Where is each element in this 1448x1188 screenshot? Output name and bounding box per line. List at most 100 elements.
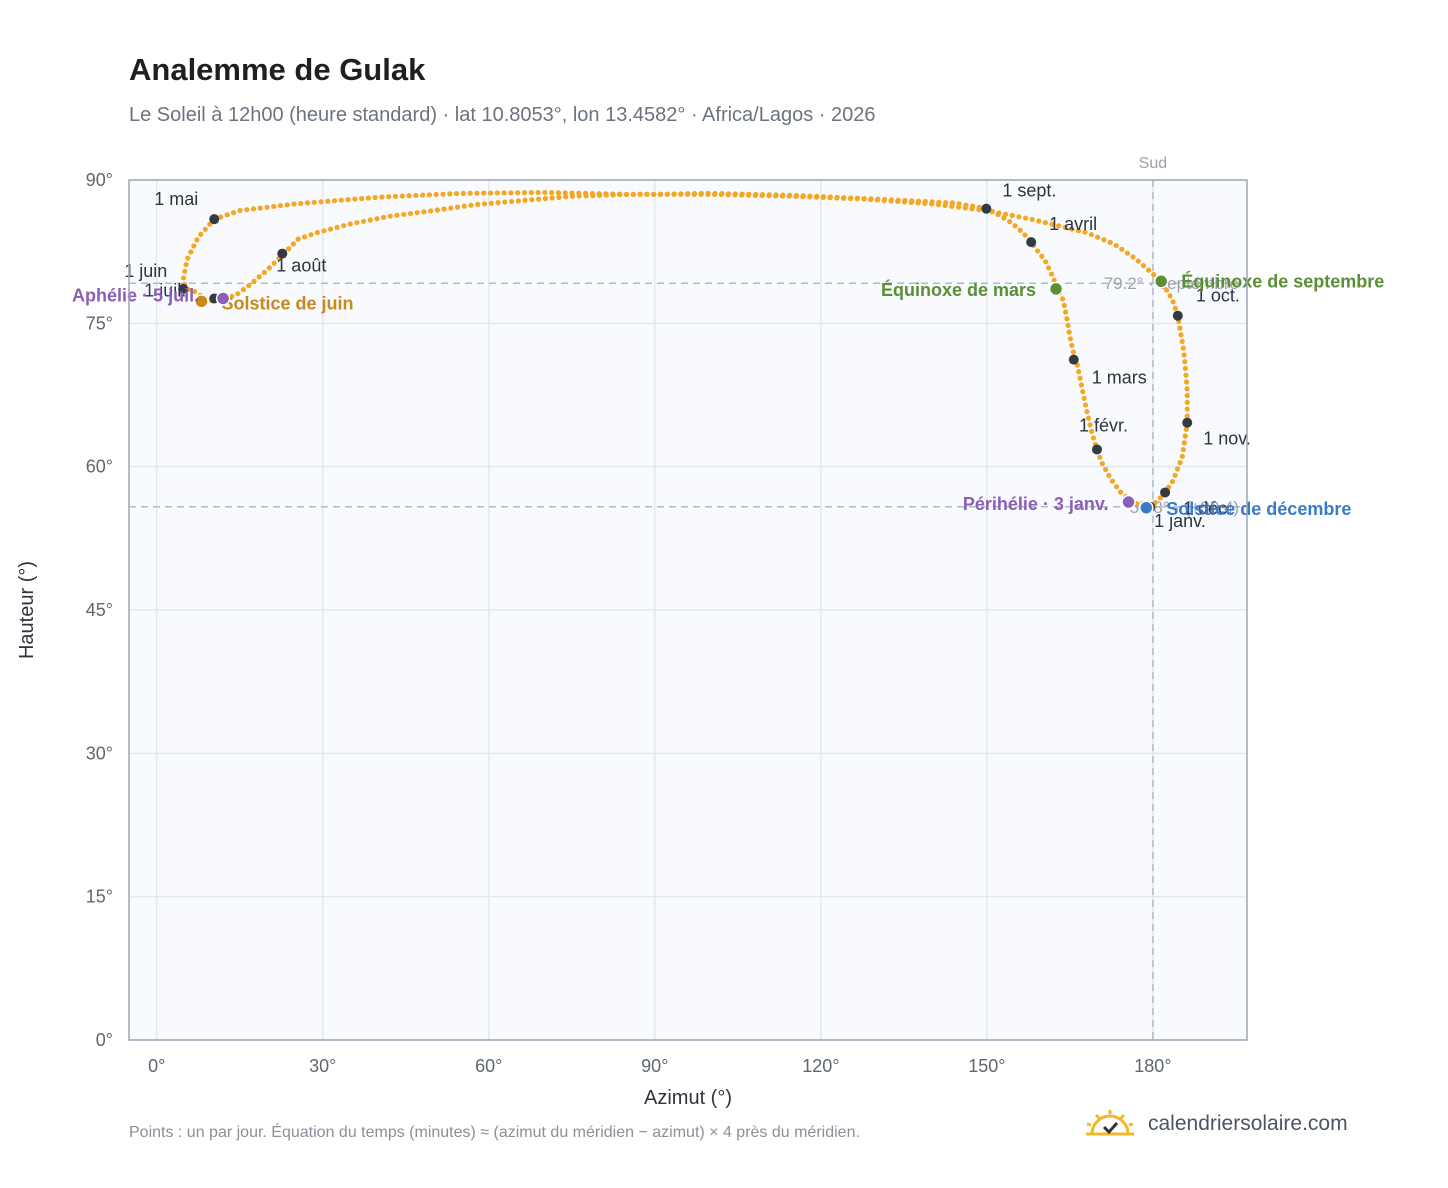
day-point: [521, 190, 528, 196]
day-point: [318, 199, 324, 205]
day-point: [528, 189, 534, 196]
day-point: [536, 196, 542, 202]
x-tick-label: 90°: [641, 1056, 668, 1076]
day-point: [257, 205, 263, 211]
day-point: [460, 190, 466, 196]
day-point: [321, 228, 327, 234]
day-point: [644, 191, 650, 197]
day-point: [365, 195, 372, 201]
day-point: [295, 236, 301, 242]
x-tick-label: 150°: [968, 1056, 1005, 1076]
day-point: [786, 193, 792, 199]
day-point: [360, 218, 367, 224]
month-label: 1 avril: [1049, 214, 1097, 234]
day-point: [908, 199, 914, 206]
day-point: [475, 201, 481, 208]
day-point: [1077, 375, 1083, 381]
month-label: 1 févr.: [1079, 415, 1128, 435]
event-label: Solstice de juin: [222, 293, 354, 313]
day-point: [1180, 345, 1186, 351]
day-point: [1130, 254, 1136, 260]
day-point: [718, 191, 724, 198]
day-point: [1036, 218, 1042, 224]
day-point: [453, 190, 460, 197]
day-point: [1090, 435, 1097, 441]
day-point: [766, 193, 772, 199]
day-point: [1101, 237, 1107, 243]
event-marker: [1121, 494, 1136, 510]
day-point: [334, 224, 340, 230]
day-point: [1106, 472, 1112, 479]
day-point: [1180, 446, 1186, 453]
day-point: [467, 190, 473, 196]
day-point: [1081, 395, 1087, 401]
day-point: [488, 200, 494, 206]
day-point: [202, 226, 208, 232]
day-point: [1169, 478, 1176, 485]
event-label: Équinoxe de septembre: [1181, 270, 1384, 291]
day-point: [529, 197, 535, 203]
day-point: [406, 193, 412, 199]
day-point: [637, 191, 643, 197]
day-point: [1140, 263, 1147, 269]
day-point: [1061, 302, 1067, 309]
day-point: [508, 190, 514, 196]
day-point: [338, 197, 344, 203]
day-point: [1179, 453, 1185, 459]
day-point: [725, 192, 731, 198]
month-marker: [277, 248, 288, 259]
day-point: [271, 260, 277, 266]
day-point: [956, 204, 962, 210]
month-label: 1 sept.: [1002, 181, 1056, 201]
day-point: [562, 190, 568, 196]
day-point: [1157, 495, 1163, 501]
day-point: [827, 195, 833, 201]
day-point: [502, 199, 508, 205]
grid: [129, 179, 1247, 1041]
day-point: [331, 198, 338, 204]
day-point: [428, 208, 434, 214]
day-point: [542, 189, 548, 196]
y-tick-label: 45°: [86, 600, 113, 620]
day-point: [1184, 406, 1190, 412]
month-label: 1 nov.: [1203, 429, 1251, 449]
day-point: [495, 200, 501, 206]
day-point: [807, 194, 813, 200]
y-tick-label: 90°: [86, 170, 113, 190]
day-point: [535, 189, 541, 196]
day-point: [311, 199, 317, 205]
month-marker: [1026, 237, 1037, 248]
day-point: [1069, 226, 1075, 232]
day-point: [1182, 365, 1188, 372]
day-point: [1117, 489, 1124, 495]
day-point: [1109, 478, 1116, 484]
y-tick-label: 75°: [86, 313, 113, 333]
day-point: [224, 212, 230, 218]
day-point: [630, 191, 636, 197]
day-point: [421, 209, 427, 215]
day-point: [218, 214, 224, 220]
day-point: [1016, 214, 1022, 220]
day-point: [401, 211, 407, 218]
day-point: [481, 201, 488, 207]
day-point: [1097, 454, 1103, 460]
day-point: [1181, 440, 1187, 446]
day-point: [301, 234, 308, 240]
day-point: [664, 191, 670, 197]
day-point: [325, 198, 331, 204]
day-point: [1045, 265, 1052, 271]
day-point: [515, 190, 521, 196]
day-point: [386, 194, 392, 200]
day-point: [1107, 239, 1113, 245]
day-point: [192, 288, 198, 295]
month-marker: [1182, 417, 1193, 428]
day-point: [678, 191, 684, 197]
day-point: [549, 189, 555, 196]
month-label: 1 juin: [124, 261, 167, 281]
day-point: [793, 193, 799, 199]
month-marker: [1172, 310, 1183, 321]
day-point: [229, 293, 235, 300]
day-point: [1145, 267, 1152, 273]
